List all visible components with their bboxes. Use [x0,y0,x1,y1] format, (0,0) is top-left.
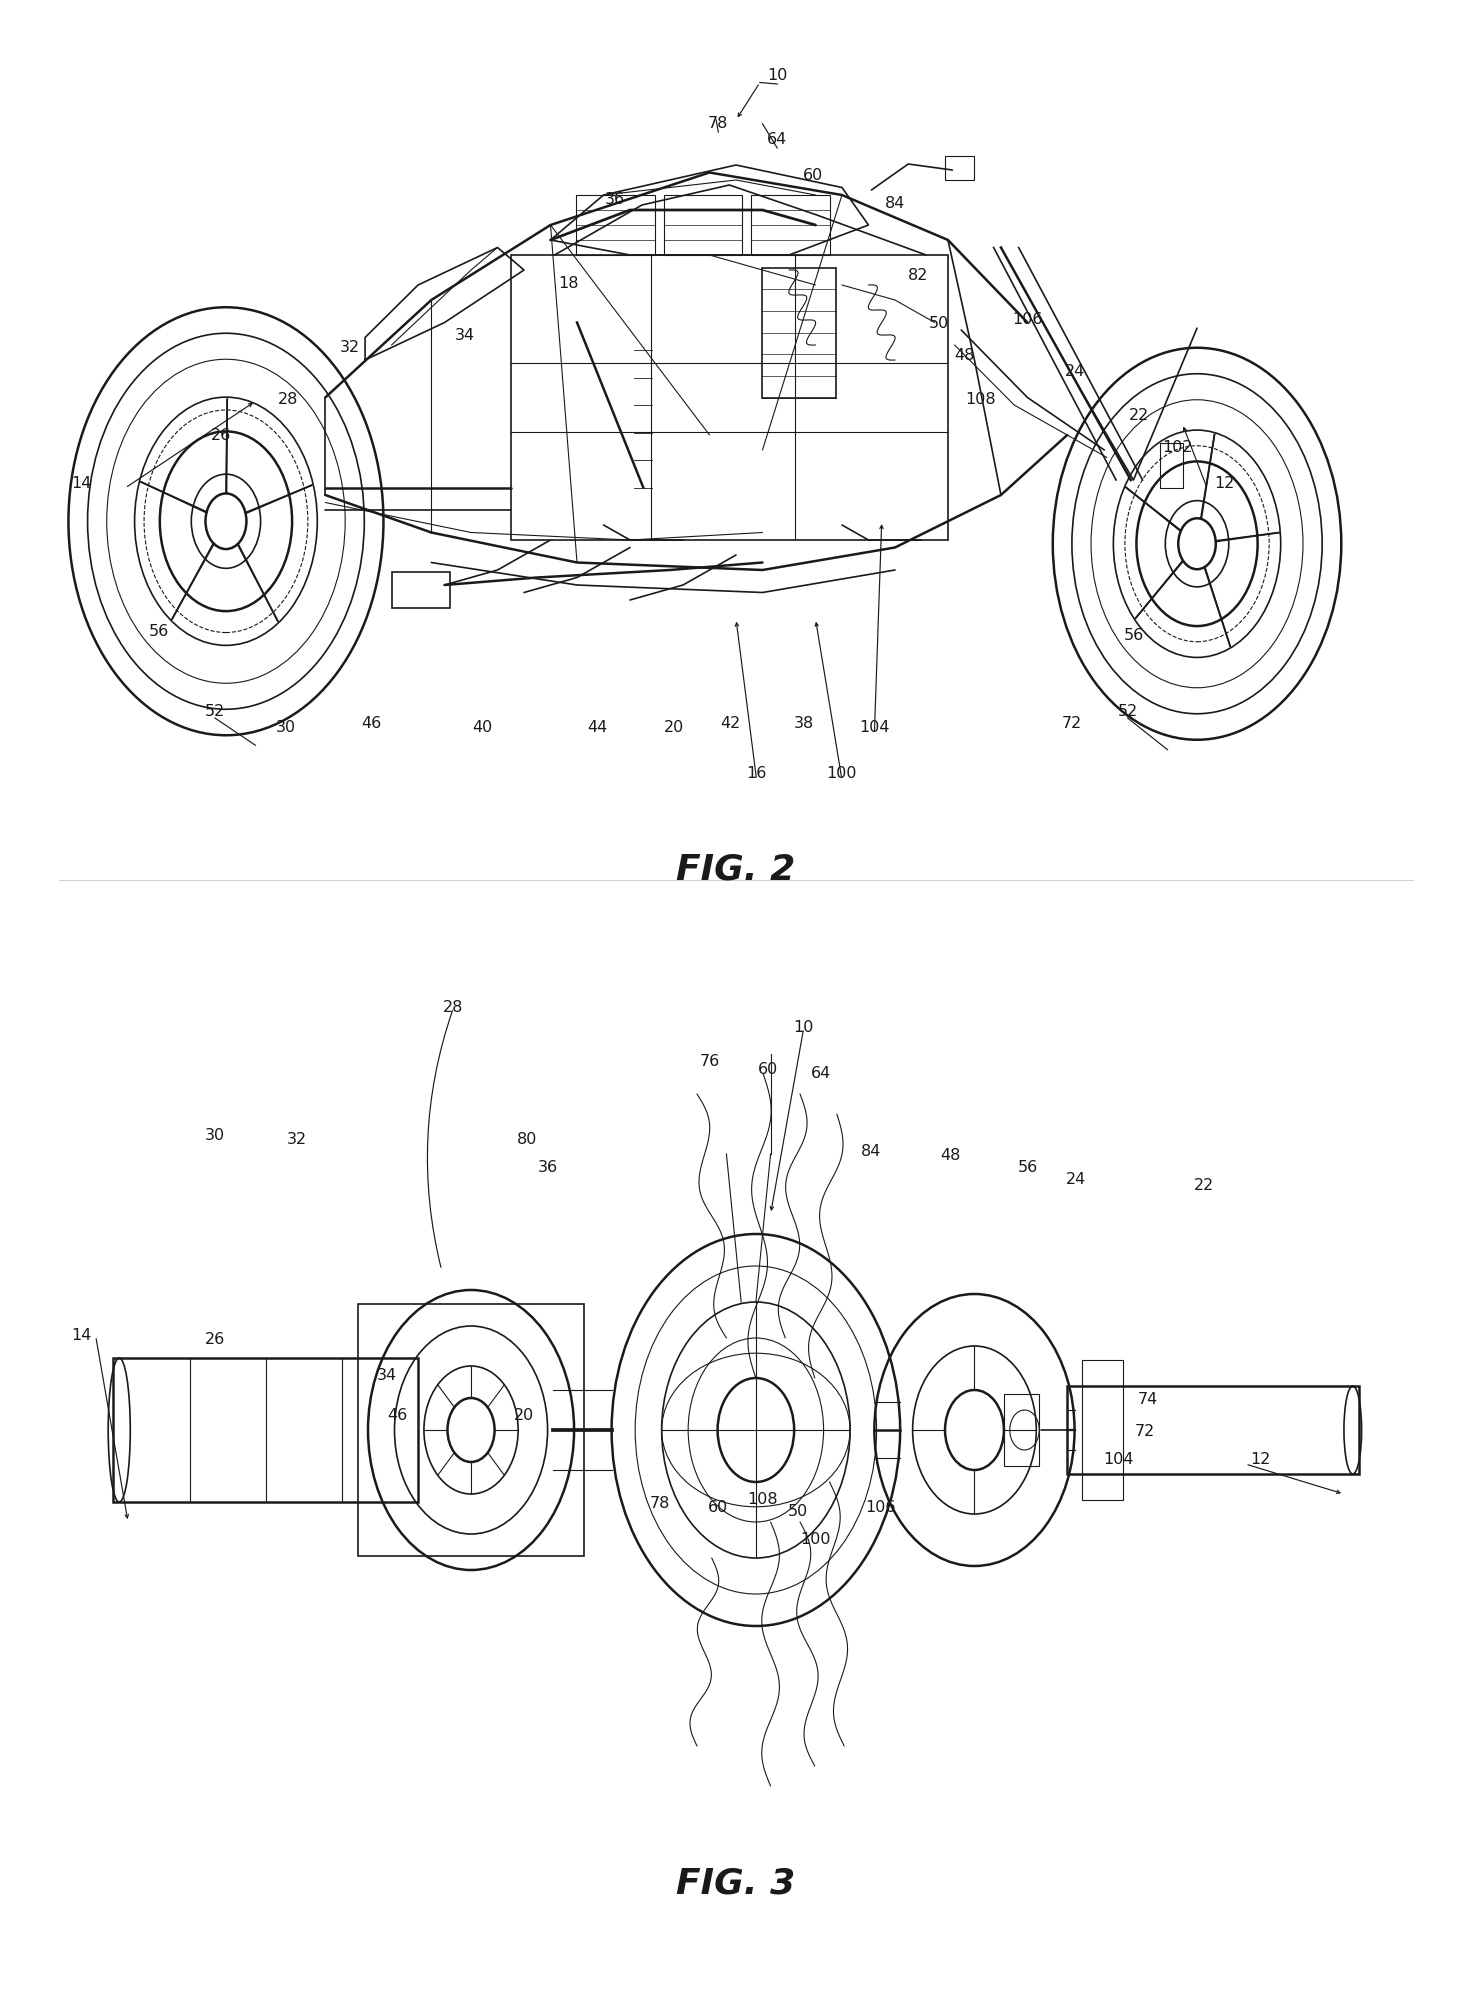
Text: 44: 44 [587,720,608,736]
Text: FIG. 3: FIG. 3 [676,1868,796,1900]
Text: 108: 108 [748,1492,777,1508]
Text: 104: 104 [1104,1452,1133,1468]
Text: 24: 24 [1064,364,1085,380]
Text: 76: 76 [699,1054,720,1070]
Bar [113,1358,418,1502]
Text: 106: 106 [1013,312,1042,328]
Text: 14: 14 [71,476,91,492]
Text: 38: 38 [793,716,814,732]
Text: 52: 52 [205,704,225,720]
Text: 34: 34 [455,328,475,344]
Text: 82: 82 [908,268,929,284]
Text: 14: 14 [71,1328,91,1344]
Text: 18: 18 [558,276,578,292]
Bar [1160,444,1183,488]
Text: 78: 78 [708,116,729,132]
Text: 56: 56 [1017,1160,1038,1176]
Text: 50: 50 [929,316,949,332]
Bar [577,196,655,256]
Text: 40: 40 [473,720,493,736]
Bar [1082,1360,1123,1500]
Text: 26: 26 [205,1332,225,1348]
Text: 48: 48 [941,1148,961,1164]
Text: FIG. 2: FIG. 2 [676,852,796,888]
Text: 10: 10 [793,1020,814,1036]
Bar [392,572,450,608]
Text: 56: 56 [149,624,169,640]
Bar [751,196,830,256]
Text: 30: 30 [205,1128,225,1144]
Text: 74: 74 [1138,1392,1158,1408]
Text: 100: 100 [801,1532,830,1548]
Text: 104: 104 [860,720,889,736]
Text: 64: 64 [767,132,788,148]
Text: 20: 20 [514,1408,534,1424]
Text: 46: 46 [361,716,381,732]
Text: 100: 100 [827,766,857,782]
Text: 10: 10 [767,68,788,84]
Text: 60: 60 [802,168,823,184]
Text: 26: 26 [210,428,231,444]
Text: 32: 32 [340,340,361,356]
Text: 42: 42 [720,716,740,732]
Text: 34: 34 [377,1368,397,1384]
Bar [945,156,974,180]
Bar [762,268,836,398]
Text: 12: 12 [1214,476,1235,492]
Text: 28: 28 [278,392,299,408]
Text: 30: 30 [275,720,296,736]
Text: 80: 80 [517,1132,537,1148]
Text: 108: 108 [966,392,995,408]
Text: 12: 12 [1250,1452,1270,1468]
Text: 84: 84 [861,1144,882,1160]
Text: 32: 32 [287,1132,308,1148]
Text: 24: 24 [1066,1172,1086,1188]
Text: 106: 106 [866,1500,895,1516]
Bar [1067,1386,1359,1474]
Bar [664,196,742,256]
Text: 72: 72 [1135,1424,1156,1440]
Text: 28: 28 [443,1000,464,1016]
Text: 46: 46 [387,1408,408,1424]
Text: 78: 78 [649,1496,670,1512]
Text: 36: 36 [605,192,626,208]
Text: 20: 20 [664,720,684,736]
Text: 22: 22 [1129,408,1150,424]
Text: 64: 64 [811,1066,832,1082]
Text: 48: 48 [954,348,974,364]
Text: 50: 50 [788,1504,808,1520]
Bar [511,254,948,540]
Bar [358,1304,584,1556]
Text: 16: 16 [746,766,767,782]
Text: 60: 60 [758,1062,779,1078]
Text: 36: 36 [537,1160,558,1176]
Text: 72: 72 [1061,716,1082,732]
Text: 84: 84 [885,196,905,212]
Text: 102: 102 [1163,440,1192,456]
Text: 60: 60 [708,1500,729,1516]
Text: 56: 56 [1123,628,1144,644]
Text: 52: 52 [1117,704,1138,720]
Bar [1004,1394,1039,1466]
Text: 22: 22 [1194,1178,1214,1194]
